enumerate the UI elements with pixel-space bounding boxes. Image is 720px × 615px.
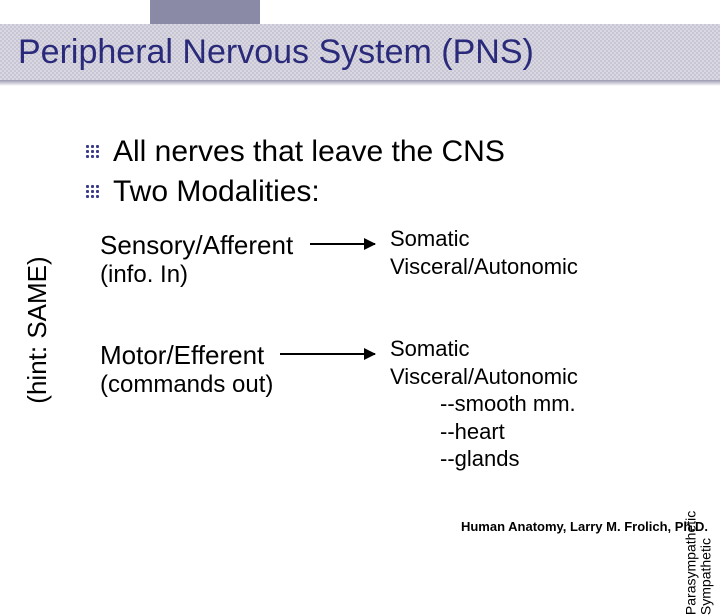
target-line: Visceral/Autonomic — [390, 253, 578, 281]
motor-title: Motor/Efferent — [100, 340, 273, 371]
bullet-text: Two Modalities: — [113, 175, 320, 209]
bullet-text: All nerves that leave the CNS — [113, 135, 505, 169]
target-line: Visceral/Autonomic — [390, 363, 578, 391]
motor-block: Motor/Efferent (commands out) — [100, 340, 273, 399]
page-title: Peripheral Nervous System (PNS) — [18, 33, 534, 72]
arrow-icon — [280, 353, 375, 355]
sensory-sub: (info. In) — [100, 261, 293, 289]
sensory-title: Sensory/Afferent — [100, 230, 293, 261]
target-line: Somatic — [390, 335, 578, 363]
arrow-icon — [310, 243, 375, 245]
title-shadow — [0, 80, 720, 86]
bullet-item-2: Two Modalities: — [85, 175, 320, 209]
footer-credit: Human Anatomy, Larry M. Frolich, Ph.D. — [461, 519, 708, 534]
target-subline: --glands — [390, 445, 578, 473]
target-line: Somatic — [390, 225, 578, 253]
diamond-bullet-icon — [85, 184, 101, 200]
accent-bar — [150, 0, 260, 24]
title-bar: Peripheral Nervous System (PNS) — [0, 24, 720, 80]
target-subline: --smooth mm. — [390, 390, 578, 418]
motor-sub: (commands out) — [100, 371, 273, 399]
bullet-item-1: All nerves that leave the CNS — [85, 135, 505, 169]
sensory-targets: Somatic Visceral/Autonomic — [390, 225, 578, 280]
target-subline: --heart — [390, 418, 578, 446]
sensory-block: Sensory/Afferent (info. In) — [100, 230, 293, 289]
motor-targets: Somatic Visceral/Autonomic --smooth mm. … — [390, 335, 578, 473]
diamond-bullet-icon — [85, 144, 101, 160]
hint-vertical-label: (hint: SAME) — [22, 230, 53, 430]
